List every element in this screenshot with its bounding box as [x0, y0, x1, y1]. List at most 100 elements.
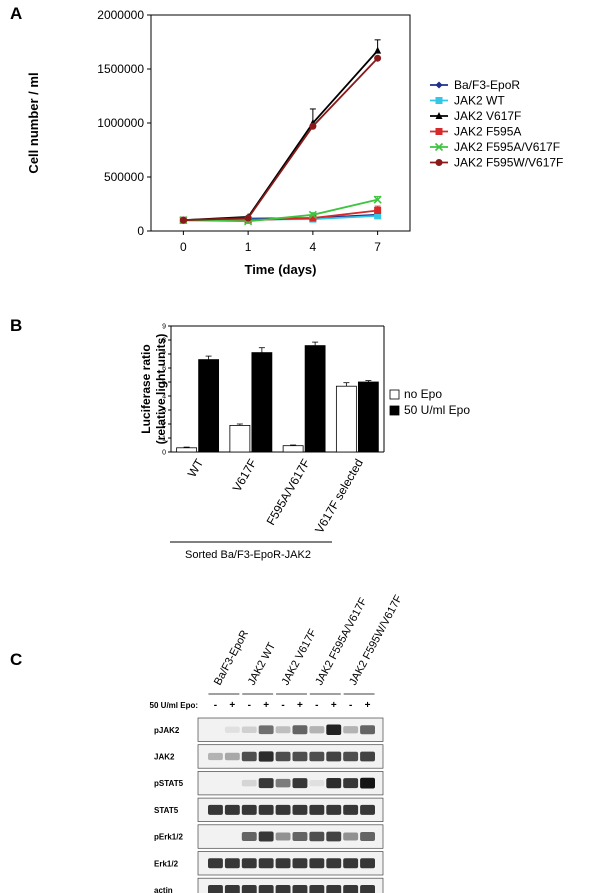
- luciferase-bar-chart: 0 1 2 3 4 5 6 7 8 9 Luciferase ratio (relative ligh…: [139, 324, 470, 562]
- band: [275, 726, 291, 734]
- band: [208, 804, 223, 815]
- band: [343, 884, 359, 893]
- legend-entry: JAK2 F595A: [430, 125, 521, 139]
- blot-row-label: actin: [154, 886, 173, 893]
- legend-label: JAK2 F595W/V617F: [454, 156, 563, 170]
- category-label: V617F: [230, 457, 260, 495]
- point-marker: [435, 159, 443, 166]
- point-marker: [374, 206, 382, 214]
- series-2: [179, 39, 382, 224]
- band: [258, 858, 274, 869]
- point-marker: [244, 214, 252, 222]
- band: [275, 884, 291, 893]
- bar: [304, 345, 326, 453]
- band: [275, 778, 291, 788]
- x-axis-label: Time (days): [244, 262, 316, 277]
- band: [343, 858, 359, 869]
- band: [309, 751, 325, 762]
- band: [326, 858, 342, 869]
- bar: [229, 425, 251, 453]
- point-marker: [308, 210, 317, 219]
- band: [275, 832, 291, 841]
- treatment-sign: -: [248, 700, 251, 711]
- category-label: V617F selected: [312, 457, 366, 536]
- treatment-sign: -: [281, 700, 284, 711]
- y-tick-label: 5: [162, 380, 166, 387]
- blot-row-label: pSTAT5: [154, 779, 184, 788]
- series-line: [183, 50, 379, 222]
- treatment-sign: -: [214, 700, 217, 711]
- band: [326, 804, 342, 815]
- blot-row: actin: [154, 877, 384, 893]
- band: [360, 725, 375, 735]
- panel-a-letter: A: [10, 4, 23, 23]
- legend-entry: JAK2 F595A/V617F: [430, 140, 560, 154]
- category-label: WT: [185, 456, 207, 480]
- y-tick-label: 8: [162, 338, 166, 345]
- band: [292, 884, 308, 893]
- y-axis-label: Luciferase ratio: [139, 344, 153, 433]
- band: [360, 751, 375, 762]
- legend-entry: JAK2 F595W/V617F: [430, 156, 563, 170]
- band: [241, 726, 257, 734]
- legend-swatch: [389, 405, 400, 416]
- x-tick-label: 1: [245, 240, 252, 254]
- band: [275, 804, 291, 815]
- band: [224, 884, 240, 893]
- legend-label: JAK2 F595A: [454, 125, 521, 139]
- blot-row: pSTAT5: [154, 771, 384, 796]
- blot-row: JAK2: [154, 744, 384, 769]
- y-axis-label: (relative light units): [154, 334, 168, 445]
- y-tick-label: 1: [162, 436, 166, 443]
- group-label: Sorted Ba/F3-EpoR-JAK2: [185, 549, 311, 561]
- y-tick-label: 7: [162, 352, 166, 359]
- band: [258, 884, 274, 893]
- band: [224, 726, 240, 733]
- blot-row-label: JAK2: [154, 752, 175, 761]
- blot-row: pJAK2: [154, 717, 384, 742]
- blot-row-label: pJAK2: [154, 726, 180, 735]
- legend-label: 50 U/ml Epo: [404, 403, 470, 417]
- band: [360, 884, 375, 893]
- band: [343, 778, 359, 789]
- sample-label: JAK2 V617F: [280, 627, 320, 687]
- y-tick-label: 1000000: [97, 116, 144, 130]
- band: [224, 804, 240, 815]
- blot-row-label: STAT5: [154, 806, 179, 815]
- band: [292, 778, 308, 789]
- legend-label: Ba/F3-EpoR: [454, 78, 520, 92]
- blot-row: pErk1/2: [154, 824, 384, 849]
- band: [343, 832, 359, 841]
- y-tick-label: 3: [162, 408, 166, 415]
- sample-label: JAK2 WT: [246, 641, 279, 688]
- bar: [282, 445, 304, 453]
- y-tick-label: 500000: [104, 170, 144, 184]
- band: [241, 804, 257, 815]
- point-marker: [434, 142, 444, 152]
- series-line: [183, 57, 379, 222]
- plot-frame: [150, 14, 411, 232]
- category-label: F595A/V617F: [264, 457, 313, 528]
- panel-c-letter: C: [10, 650, 23, 669]
- treatment-sign: -: [315, 700, 318, 711]
- point-marker: [435, 112, 443, 119]
- band: [360, 832, 375, 842]
- band: [309, 780, 325, 787]
- point-marker: [373, 195, 382, 204]
- band: [343, 804, 359, 815]
- point-marker: [374, 212, 382, 220]
- treatment-sign: +: [331, 700, 337, 711]
- treatment-sign: -: [349, 700, 352, 711]
- bar: [176, 447, 198, 453]
- band: [258, 831, 274, 842]
- blot-row: STAT5: [154, 797, 384, 822]
- band: [241, 779, 257, 787]
- legend-entry: JAK2 WT: [430, 94, 505, 108]
- band: [258, 778, 274, 789]
- band: [258, 804, 274, 815]
- band: [292, 804, 308, 815]
- point-marker: [374, 54, 382, 62]
- point-marker: [435, 97, 443, 104]
- bar: [335, 385, 357, 453]
- y-axis-label: Cell number / ml: [26, 72, 41, 173]
